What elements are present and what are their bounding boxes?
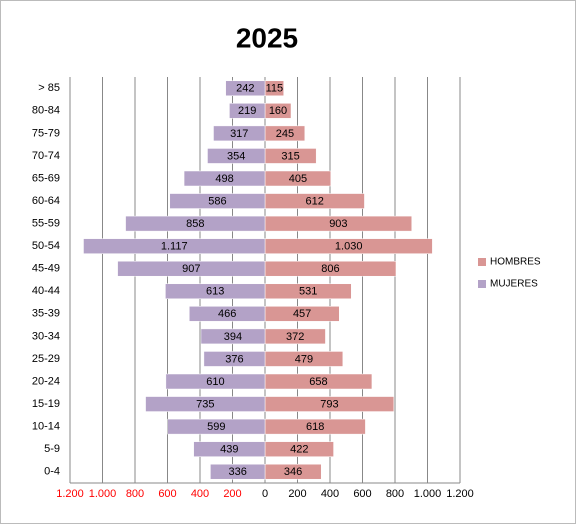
data-label: 613 — [206, 286, 224, 298]
y-tick-label: 10-14 — [32, 421, 60, 433]
legend-swatch — [478, 258, 486, 266]
data-label: 1.030 — [335, 241, 363, 253]
data-label: 466 — [218, 308, 236, 320]
bar — [203, 351, 266, 367]
bar — [183, 170, 266, 187]
data-label: 498 — [215, 173, 233, 185]
data-label: 439 — [220, 444, 238, 456]
x-tick-label: 0 — [262, 488, 268, 500]
data-label: 531 — [299, 286, 317, 298]
data-label: 394 — [224, 331, 242, 343]
data-label: 219 — [238, 105, 256, 117]
bar — [189, 306, 266, 322]
data-label: 160 — [269, 105, 287, 117]
data-label: 242 — [236, 83, 254, 95]
bar — [213, 125, 266, 142]
data-label: 457 — [293, 308, 311, 320]
data-label: 806 — [321, 263, 339, 275]
data-label: 317 — [230, 128, 248, 140]
data-label: 245 — [276, 128, 294, 140]
data-label: 907 — [182, 263, 200, 275]
bar — [229, 103, 266, 119]
y-tick-label: 20-24 — [32, 375, 60, 387]
data-label: 336 — [229, 466, 247, 478]
bar — [165, 373, 266, 390]
x-tick-label: 1.200 — [56, 488, 84, 500]
data-label: 618 — [306, 421, 324, 433]
x-tick-label: 400 — [191, 488, 209, 500]
data-label: 612 — [306, 195, 324, 207]
data-label: 354 — [227, 150, 245, 162]
y-tick-label: 0-4 — [44, 466, 60, 478]
x-tick-label: 400 — [321, 488, 339, 500]
x-tick-label: 800 — [386, 488, 404, 500]
data-label: 405 — [289, 173, 307, 185]
bar — [117, 260, 266, 277]
x-tick-label: 1.000 — [89, 488, 117, 500]
data-label: 793 — [320, 398, 338, 410]
bar — [210, 463, 266, 480]
bar — [83, 238, 266, 254]
bar — [165, 283, 266, 300]
legend-label: HOMBRES — [490, 257, 541, 268]
y-tick-label: 45-49 — [32, 263, 60, 275]
bar — [125, 215, 266, 232]
data-label: 479 — [295, 353, 313, 365]
x-tick-label: 600 — [158, 488, 176, 500]
data-label: 610 — [206, 376, 224, 388]
y-tick-label: 35-39 — [32, 308, 60, 320]
bar — [193, 441, 266, 457]
y-tick-label: 25-29 — [32, 353, 60, 365]
x-tick-label: 200 — [223, 488, 241, 500]
y-tick-label: 15-19 — [32, 398, 60, 410]
x-tick-label: 200 — [288, 488, 306, 500]
x-tick-label: 1.000 — [414, 488, 442, 500]
data-label: 858 — [186, 218, 204, 230]
x-tick-label: 600 — [353, 488, 371, 500]
y-tick-label: 75-79 — [32, 127, 60, 139]
data-label: 1.117 — [161, 241, 188, 253]
y-tick-label: 50-54 — [32, 240, 60, 252]
bar — [167, 418, 266, 435]
legend-swatch — [478, 280, 486, 288]
y-tick-label: 60-64 — [32, 195, 60, 207]
y-tick-label: 5-9 — [44, 443, 60, 455]
x-tick-label: 1.200 — [446, 488, 474, 500]
data-label: 422 — [290, 444, 308, 456]
data-label: 372 — [286, 331, 304, 343]
bar — [200, 328, 266, 345]
x-tick-label: 800 — [126, 488, 144, 500]
data-label: 735 — [196, 398, 214, 410]
legend-label: MUJERES — [490, 279, 538, 290]
y-tick-label: 65-69 — [32, 172, 60, 184]
data-label: 346 — [284, 466, 302, 478]
data-label: 903 — [329, 218, 347, 230]
data-label: 586 — [208, 195, 226, 207]
y-tick-label: 70-74 — [32, 150, 60, 162]
y-tick-label: 55-59 — [32, 218, 60, 230]
data-label: 315 — [281, 150, 299, 162]
y-tick-label: > 85 — [38, 82, 60, 94]
y-tick-label: 30-34 — [32, 330, 60, 342]
bar — [207, 148, 266, 164]
data-label: 658 — [309, 376, 327, 388]
chart-title: 2025 — [236, 22, 298, 53]
bar — [145, 396, 266, 412]
data-label: 599 — [207, 421, 225, 433]
y-tick-label: 80-84 — [32, 105, 60, 117]
bar — [169, 193, 266, 209]
data-label: 115 — [266, 83, 284, 95]
y-tick-label: 40-44 — [32, 285, 60, 297]
data-label: 376 — [225, 353, 243, 365]
bar — [225, 80, 266, 97]
